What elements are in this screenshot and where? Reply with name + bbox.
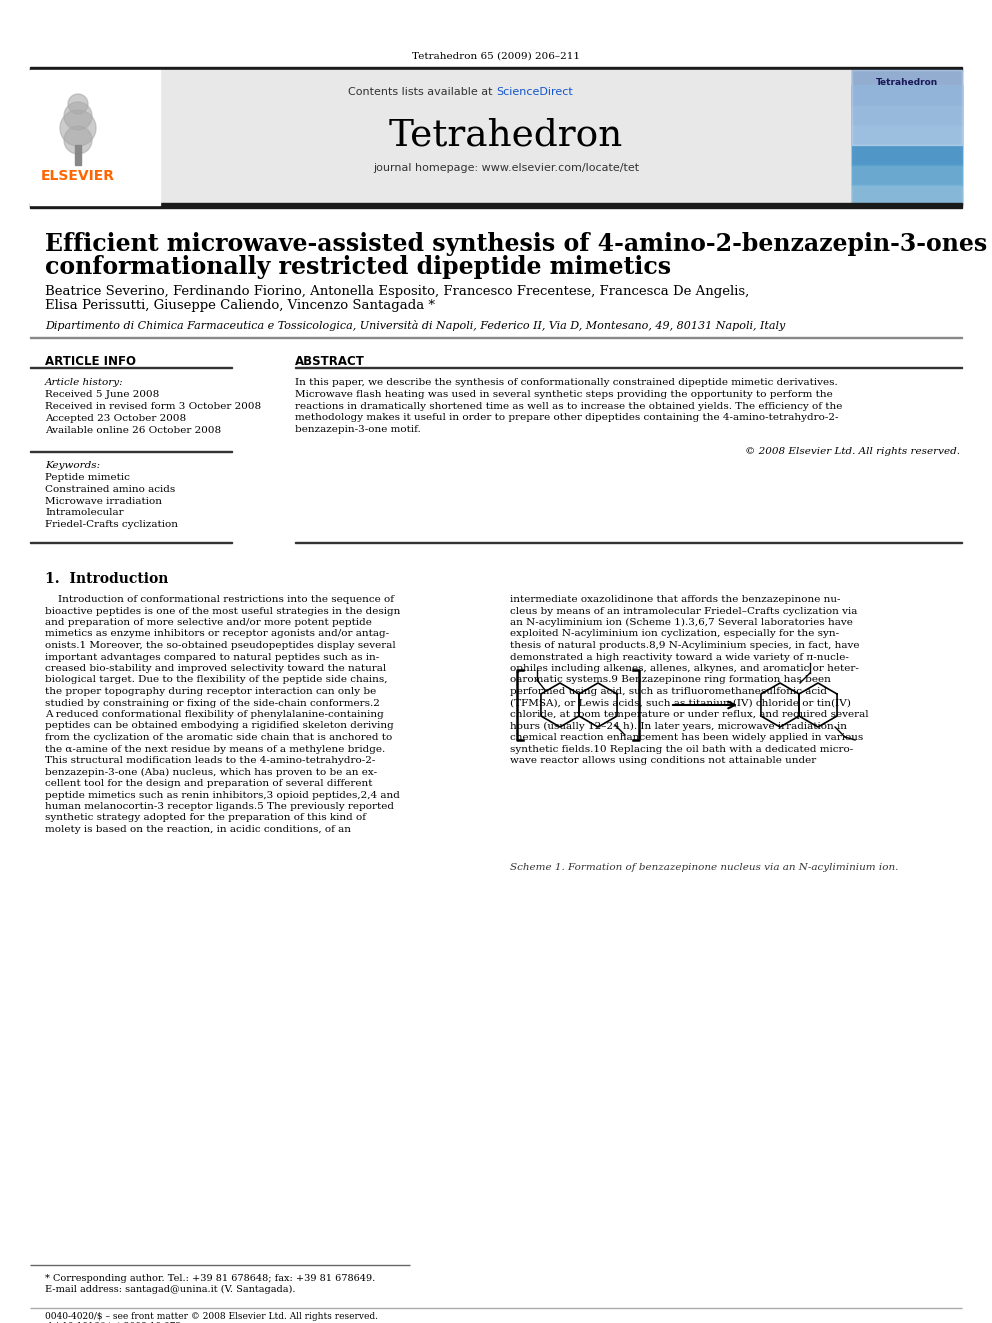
- Text: A reduced conformational flexibility of phenylalanine-containing: A reduced conformational flexibility of …: [45, 710, 384, 718]
- Text: the α-amine of the next residue by means of a methylene bridge.: the α-amine of the next residue by means…: [45, 745, 385, 754]
- Text: cellent tool for the design and preparation of several different: cellent tool for the design and preparat…: [45, 779, 373, 789]
- Text: onists.1 Moreover, the so-obtained pseudopeptides display several: onists.1 Moreover, the so-obtained pseud…: [45, 642, 396, 650]
- Text: peptide mimetics such as renin inhibitors,3 opioid peptides,2,4 and: peptide mimetics such as renin inhibitor…: [45, 791, 400, 799]
- Bar: [295, 541, 962, 542]
- Text: methodology makes it useful in order to prepare other dipeptides containing the : methodology makes it useful in order to …: [295, 413, 838, 422]
- Bar: [30, 202, 962, 208]
- Bar: [30, 66, 962, 70]
- Text: Article history:: Article history:: [45, 378, 124, 388]
- Text: human melanocortin-3 receptor ligands.5 The previously reported: human melanocortin-3 receptor ligands.5 …: [45, 802, 394, 811]
- Text: Peptide mimetic: Peptide mimetic: [45, 474, 130, 482]
- Text: Dipartimento di Chimica Farmaceutica e Tossicologica, Università di Napoli, Fede: Dipartimento di Chimica Farmaceutica e T…: [45, 320, 786, 331]
- Text: Accepted 23 October 2008: Accepted 23 October 2008: [45, 414, 186, 423]
- Text: molety is based on the reaction, in acidic conditions, of an: molety is based on the reaction, in acid…: [45, 826, 351, 833]
- Polygon shape: [68, 94, 88, 114]
- Text: from the cyclization of the aromatic side chain that is anchored to: from the cyclization of the aromatic sid…: [45, 733, 392, 742]
- Bar: [852, 146, 962, 165]
- Text: Scheme 1. Formation of benzazepinone nucleus via an N-acyliminium ion.: Scheme 1. Formation of benzazepinone nuc…: [510, 863, 899, 872]
- Text: Tetrahedron: Tetrahedron: [876, 78, 938, 87]
- Text: benzazepin-3-one (Aba) nucleus, which has proven to be an ex-: benzazepin-3-one (Aba) nucleus, which ha…: [45, 767, 377, 777]
- Text: E-mail address: santagad@unina.it (V. Santagada).: E-mail address: santagad@unina.it (V. Sa…: [45, 1285, 296, 1294]
- Text: thesis of natural products.8,9 N-Acyliminium species, in fact, have: thesis of natural products.8,9 N-Acylimi…: [510, 642, 859, 650]
- Text: benzazepin-3-one motif.: benzazepin-3-one motif.: [295, 425, 421, 434]
- Text: Received 5 June 2008: Received 5 June 2008: [45, 390, 160, 400]
- Bar: [75, 146, 81, 165]
- Text: Beatrice Severino, Ferdinando Fiorino, Antonella Esposito, Francesco Frecentese,: Beatrice Severino, Ferdinando Fiorino, A…: [45, 284, 749, 298]
- Text: important advantages compared to natural peptides such as in-: important advantages compared to natural…: [45, 652, 379, 662]
- Text: mimetics as enzyme inhibitors or receptor agonists and/or antag-: mimetics as enzyme inhibitors or recepto…: [45, 630, 389, 639]
- Text: exploited N-acyliminium ion cyclization, especially for the syn-: exploited N-acyliminium ion cyclization,…: [510, 630, 839, 639]
- Text: bioactive peptides is one of the most useful strategies in the design: bioactive peptides is one of the most us…: [45, 606, 401, 615]
- Text: synthetic fields.10 Replacing the oil bath with a dedicated micro-: synthetic fields.10 Replacing the oil ba…: [510, 745, 853, 754]
- Text: an N-acyliminium ion (Scheme 1).3,6,7 Several laboratories have: an N-acyliminium ion (Scheme 1).3,6,7 Se…: [510, 618, 853, 627]
- Text: In this paper, we describe the synthesis of conformationally constrained dipepti: In this paper, we describe the synthesis…: [295, 378, 838, 388]
- Text: oaromatic systems.9 Benzazepinone ring formation has been: oaromatic systems.9 Benzazepinone ring f…: [510, 676, 831, 684]
- Text: chemical reaction enhancement has been widely applied in various: chemical reaction enhancement has been w…: [510, 733, 863, 742]
- Text: peptides can be obtained embodying a rigidified skeleton deriving: peptides can be obtained embodying a rig…: [45, 721, 394, 730]
- Text: ELSEVIER: ELSEVIER: [41, 169, 115, 183]
- Text: and preparation of more selective and/or more potent peptide: and preparation of more selective and/or…: [45, 618, 372, 627]
- Bar: [852, 105, 962, 124]
- Bar: [852, 124, 962, 146]
- Text: journal homepage: www.elsevier.com/locate/tet: journal homepage: www.elsevier.com/locat…: [373, 163, 639, 173]
- Text: Contents lists available at: Contents lists available at: [348, 87, 496, 97]
- Text: Keywords:: Keywords:: [45, 460, 100, 470]
- Text: Introduction of conformational restrictions into the sequence of: Introduction of conformational restricti…: [45, 595, 394, 605]
- Text: 0040-4020/$ – see front matter © 2008 Elsevier Ltd. All rights reserved.: 0040-4020/$ – see front matter © 2008 El…: [45, 1312, 378, 1320]
- Text: Tetrahedron 65 (2009) 206–211: Tetrahedron 65 (2009) 206–211: [412, 52, 580, 61]
- Polygon shape: [64, 102, 92, 130]
- Bar: [30, 541, 232, 542]
- Polygon shape: [64, 126, 92, 153]
- Text: Tetrahedron: Tetrahedron: [389, 118, 623, 153]
- Text: creased bio-stability and improved selectivity toward the natural: creased bio-stability and improved selec…: [45, 664, 386, 673]
- Bar: [160, 70, 852, 205]
- Text: chloride, at room temperature or under reflux, and required several: chloride, at room temperature or under r…: [510, 710, 869, 718]
- Text: ophiles including alkenes, allenes, alkynes, and aromatic or heter-: ophiles including alkenes, allenes, alky…: [510, 664, 859, 673]
- Polygon shape: [61, 110, 96, 146]
- Text: demonstrated a high reactivity toward a wide variety of π-nucle-: demonstrated a high reactivity toward a …: [510, 652, 849, 662]
- Text: reactions in dramatically shortened time as well as to increase the obtained yie: reactions in dramatically shortened time…: [295, 402, 842, 410]
- Text: Intramolecular: Intramolecular: [45, 508, 124, 517]
- Text: This structural modification leads to the 4-amino-tetrahydro-2-: This structural modification leads to th…: [45, 755, 375, 765]
- Bar: [852, 165, 962, 185]
- Text: ABSTRACT: ABSTRACT: [295, 355, 365, 368]
- Text: Microwave irradiation: Microwave irradiation: [45, 496, 162, 505]
- Text: Friedel-Crafts cyclization: Friedel-Crafts cyclization: [45, 520, 178, 529]
- Text: biological target. Due to the flexibility of the peptide side chains,: biological target. Due to the flexibilit…: [45, 676, 388, 684]
- Text: hours (usually 12–24 h). In later years, microwave irradiation in: hours (usually 12–24 h). In later years,…: [510, 721, 847, 730]
- Bar: [852, 70, 962, 146]
- Text: synthetic strategy adopted for the preparation of this kind of: synthetic strategy adopted for the prepa…: [45, 814, 366, 823]
- Text: © 2008 Elsevier Ltd. All rights reserved.: © 2008 Elsevier Ltd. All rights reserved…: [745, 447, 960, 456]
- Bar: [30, 70, 160, 205]
- Text: ScienceDirect: ScienceDirect: [496, 87, 572, 97]
- Text: wave reactor allows using conditions not attainable under: wave reactor allows using conditions not…: [510, 755, 816, 765]
- Text: Efficient microwave-assisted synthesis of 4-amino-2-benzazepin-3-ones as: Efficient microwave-assisted synthesis o…: [45, 232, 992, 255]
- Text: (TFMSA), or Lewis acids, such as titanium(IV) chloride or tin(IV): (TFMSA), or Lewis acids, such as titaniu…: [510, 699, 851, 708]
- Text: intermediate oxazolidinone that affords the benzazepinone nu-: intermediate oxazolidinone that affords …: [510, 595, 840, 605]
- Bar: [852, 185, 962, 205]
- Text: performed using acid, such as trifluoromethanesulfonic acid: performed using acid, such as trifluorom…: [510, 687, 827, 696]
- Bar: [852, 70, 962, 205]
- Text: conformationally restricted dipeptide mimetics: conformationally restricted dipeptide mi…: [45, 255, 672, 279]
- Text: 1.  Introduction: 1. Introduction: [45, 572, 169, 586]
- Text: ARTICLE INFO: ARTICLE INFO: [45, 355, 136, 368]
- Bar: [852, 85, 962, 105]
- Text: Elisa Perissutti, Giuseppe Caliendo, Vincenzo Santagada *: Elisa Perissutti, Giuseppe Caliendo, Vin…: [45, 299, 435, 312]
- Text: studied by constraining or fixing of the side-chain conformers.2: studied by constraining or fixing of the…: [45, 699, 380, 708]
- Text: Microwave flash heating was used in several synthetic steps providing the opport: Microwave flash heating was used in seve…: [295, 390, 832, 398]
- Text: Received in revised form 3 October 2008: Received in revised form 3 October 2008: [45, 402, 261, 411]
- Text: Available online 26 October 2008: Available online 26 October 2008: [45, 426, 221, 435]
- Text: the proper topography during receptor interaction can only be: the proper topography during receptor in…: [45, 687, 376, 696]
- Text: * Corresponding author. Tel.: +39 81 678648; fax: +39 81 678649.: * Corresponding author. Tel.: +39 81 678…: [45, 1274, 375, 1283]
- Text: cleus by means of an intramolecular Friedel–Crafts cyclization via: cleus by means of an intramolecular Frie…: [510, 606, 857, 615]
- Text: Constrained amino acids: Constrained amino acids: [45, 484, 176, 493]
